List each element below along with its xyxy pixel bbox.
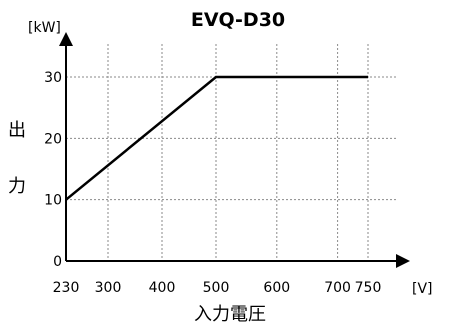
x-tick-label: 700 [324,280,351,296]
y-tick-label: 0 [53,254,62,270]
y-tick-labels: 0 10 20 30 [44,70,62,270]
y-tick-label: 20 [44,131,62,147]
y-axis-title-char: 出 [8,120,26,141]
y-tick-label: 30 [44,70,62,86]
x-unit-label: [V] [412,281,433,297]
y-axis-title-char: 力 [8,176,26,197]
plot-area [65,75,368,201]
axes [59,32,410,268]
x-tick-label: 230 [53,280,80,296]
y-unit-label: [kW] [28,20,61,36]
x-axis-arrow [396,254,410,268]
x-tick-label: 750 [355,280,382,296]
series-line [65,75,368,201]
x-tick-label: 400 [149,280,176,296]
x-tick-labels: 230 300 400 500 600 700 750 [53,280,382,296]
x-axis-title: 入力電圧 [194,304,266,325]
x-tick-label: 500 [203,280,230,296]
x-tick-label: 300 [95,280,122,296]
y-axis-title: 出力 [8,120,26,197]
x-tick-label: 600 [263,280,290,296]
y-axis-arrow [59,32,73,46]
chart-title: EVQ-D30 [191,9,285,31]
y-tick-label: 10 [44,193,62,209]
